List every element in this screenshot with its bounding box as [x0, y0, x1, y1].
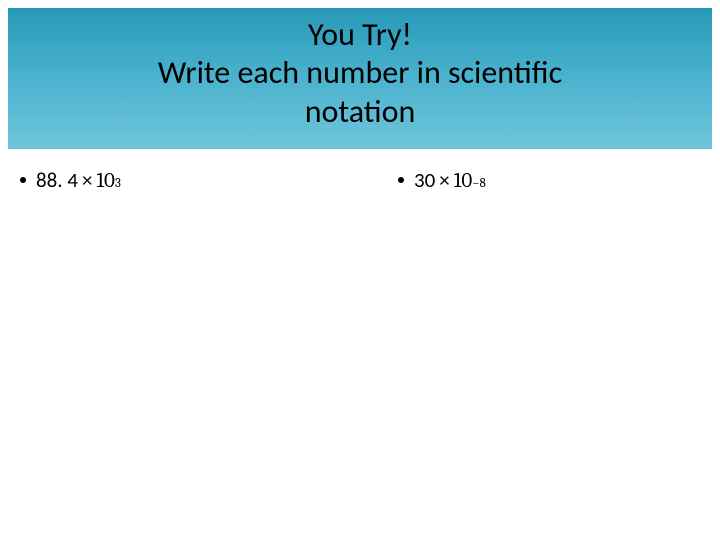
slide-content: 88. 4 × 103 30 × 10−8: [8, 149, 712, 532]
slide-container: You Try! Write each number in scientific…: [0, 0, 720, 540]
left-base: 10: [96, 169, 114, 193]
right-operator: ×: [439, 167, 449, 193]
right-coefficient: 30: [414, 167, 435, 193]
header-line-3: notation: [28, 93, 692, 131]
left-expression: 88. 4 × 103: [20, 167, 121, 193]
left-column: 88. 4 × 103: [16, 167, 326, 514]
right-base: 10: [454, 169, 472, 193]
right-math: 30 × 10−8: [414, 167, 486, 193]
left-operator: ×: [82, 167, 92, 193]
left-coefficient: 88. 4: [36, 167, 78, 193]
right-column: 30 × 10−8: [326, 167, 704, 514]
bullet-icon: [398, 177, 404, 183]
left-math: 88. 4 × 103: [36, 167, 121, 193]
slide-header: You Try! Write each number in scientific…: [8, 8, 712, 149]
header-line-2: Write each number in scientific: [28, 54, 692, 92]
right-expression: 30 × 10−8: [398, 167, 486, 193]
bullet-icon: [20, 177, 26, 183]
header-line-1: You Try!: [28, 16, 692, 54]
